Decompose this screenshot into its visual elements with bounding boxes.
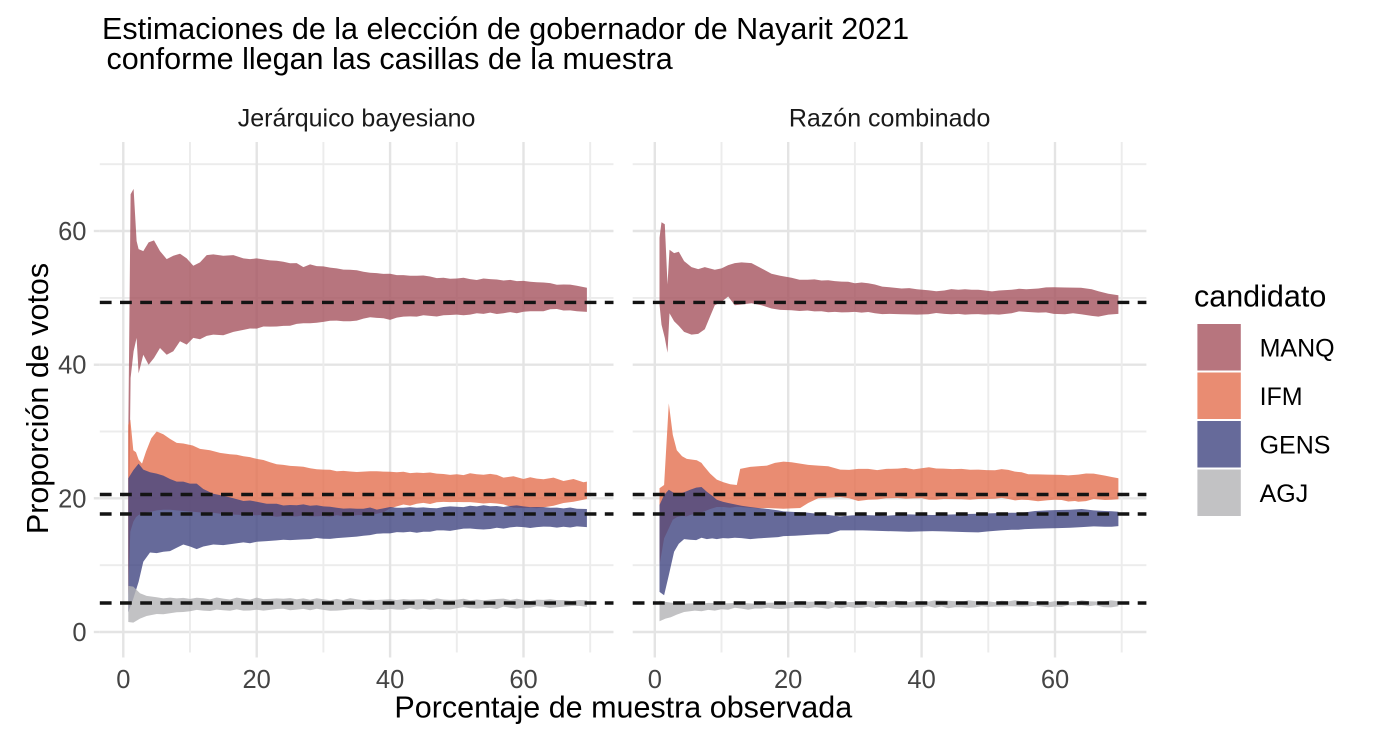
svg-text:MANQ: MANQ: [1260, 334, 1335, 362]
svg-text:20: 20: [243, 666, 271, 694]
svg-text:AGJ: AGJ: [1260, 480, 1309, 508]
svg-text:Proporción de votos: Proporción de votos: [21, 263, 55, 534]
svg-text:20: 20: [774, 666, 802, 694]
svg-text:40: 40: [376, 666, 404, 694]
svg-text:60: 60: [509, 666, 537, 694]
svg-text:0: 0: [116, 666, 130, 694]
svg-text:20: 20: [58, 485, 86, 513]
svg-text:60: 60: [1041, 666, 1069, 694]
svg-text:60: 60: [58, 218, 86, 246]
svg-text:Porcentaje de muestra observad: Porcentaje de muestra observada: [394, 691, 852, 725]
svg-text:GENS: GENS: [1260, 431, 1331, 459]
svg-text:Estimaciones de la elección de: Estimaciones de la elección de gobernado…: [102, 12, 909, 46]
svg-text:0: 0: [72, 619, 86, 647]
svg-text:Jerárquico bayesiano: Jerárquico bayesiano: [238, 104, 476, 132]
svg-text:40: 40: [58, 352, 86, 380]
svg-text:40: 40: [907, 666, 935, 694]
svg-text:Razón combinado: Razón combinado: [789, 104, 991, 132]
svg-text:IFM: IFM: [1260, 383, 1303, 411]
svg-text:candidato: candidato: [1194, 279, 1326, 313]
svg-text:conforme llegan las casillas d: conforme llegan las casillas de la muest…: [98, 42, 673, 76]
svg-text:0: 0: [648, 666, 662, 694]
